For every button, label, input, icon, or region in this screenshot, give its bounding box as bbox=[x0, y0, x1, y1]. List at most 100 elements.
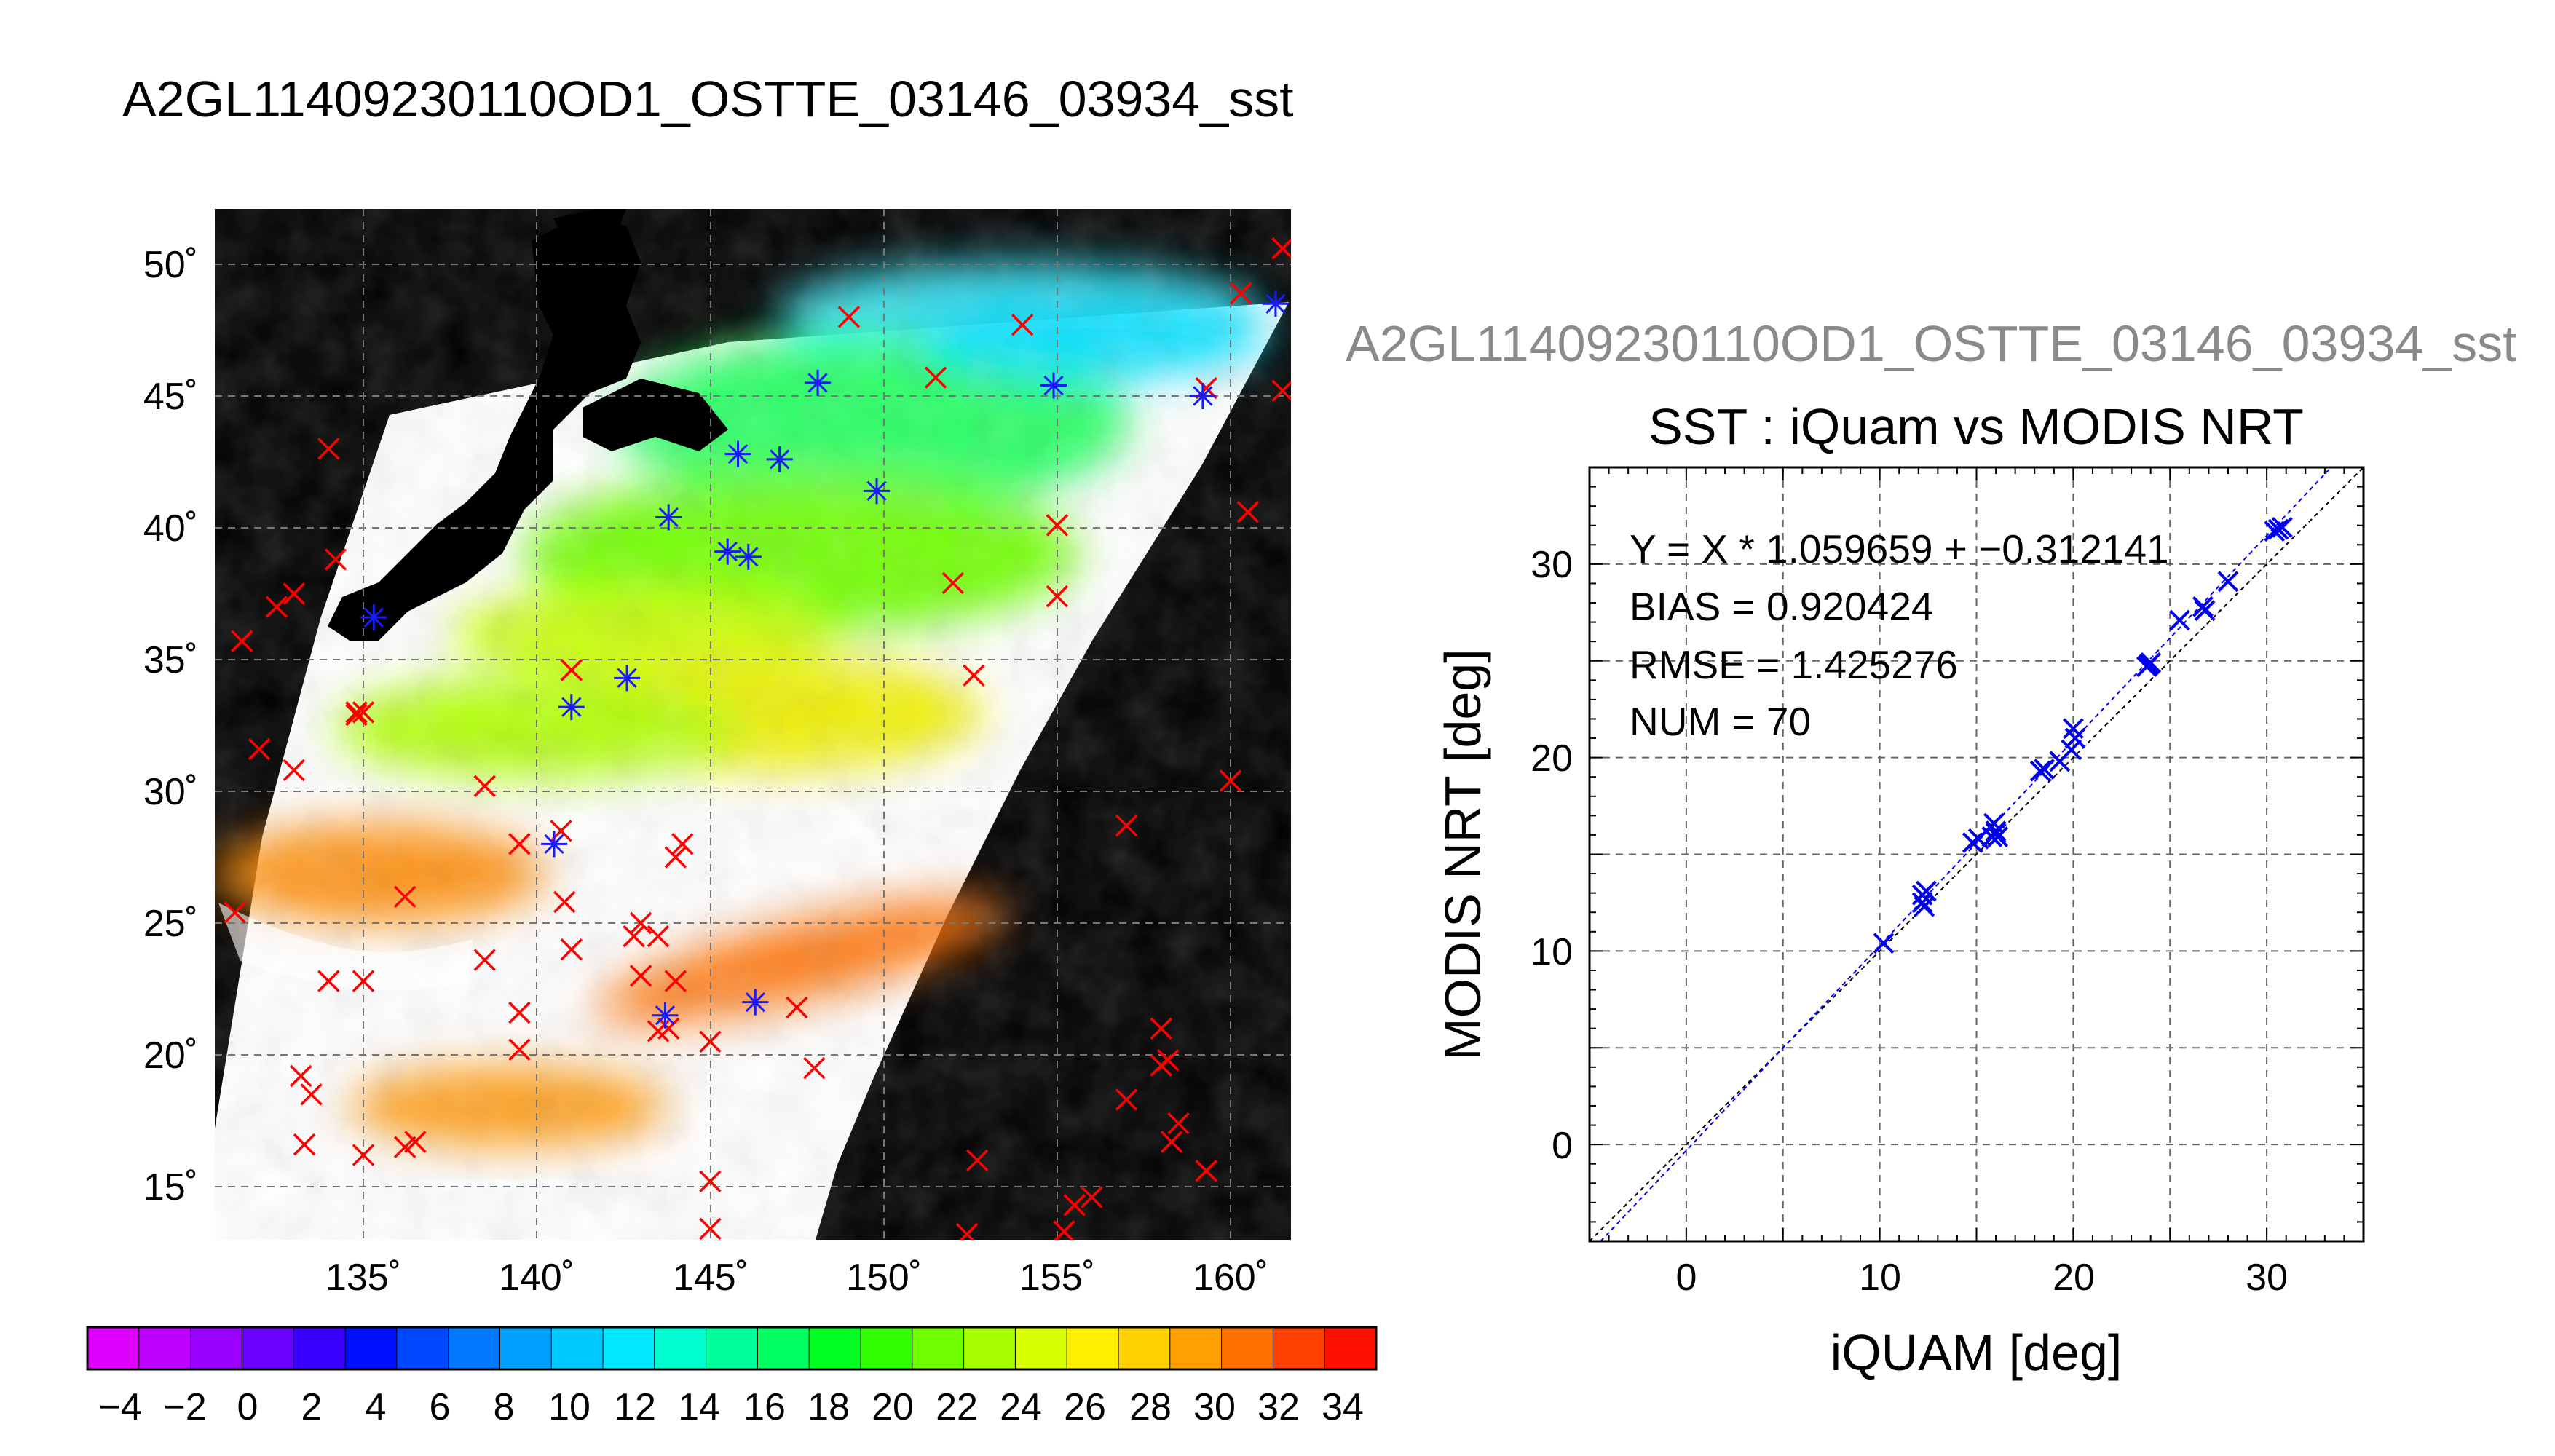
regression-line bbox=[1599, 467, 2332, 1241]
map-matchup-red-x bbox=[393, 885, 416, 909]
scatter-frame bbox=[1588, 466, 2365, 1243]
map-matchup-blue-star bbox=[766, 446, 793, 472]
map-matchup-red-x bbox=[837, 306, 861, 328]
colorbar-cell bbox=[861, 1327, 913, 1369]
scatter-point bbox=[2192, 596, 2214, 617]
map-matchup-blue-star bbox=[558, 694, 585, 721]
map-matchup-red-x bbox=[1046, 514, 1069, 537]
lat-label: 15˚ bbox=[143, 1166, 198, 1208]
colorbar-cell bbox=[603, 1327, 655, 1369]
map-matchup-red-x bbox=[265, 596, 288, 618]
lon-label: 150˚ bbox=[846, 1257, 922, 1299]
map-matchup-blue-star bbox=[360, 604, 387, 631]
colorbar-cell bbox=[396, 1327, 449, 1369]
map-matchup-red-x bbox=[352, 701, 375, 724]
map-matchup-red-x bbox=[508, 1038, 531, 1061]
colorbar-label: 30 bbox=[1193, 1386, 1236, 1428]
map-matchup-red-x bbox=[352, 970, 375, 992]
colorbar-cell bbox=[963, 1327, 1016, 1369]
x-tick-label: 30 bbox=[2246, 1257, 2288, 1299]
map-matchup-blue-star bbox=[1189, 383, 1216, 409]
map-matchup-red-x bbox=[553, 890, 576, 914]
map-matchup-blue-star bbox=[805, 369, 832, 396]
map-matchup-red-x bbox=[1230, 282, 1252, 305]
scatter-title: SST : iQuam vs MODIS NRT bbox=[1648, 398, 2304, 455]
colorbar-cell bbox=[654, 1327, 707, 1369]
map-matchup-red-x bbox=[664, 846, 687, 869]
colorbar-label: 26 bbox=[1064, 1386, 1106, 1428]
scatter-point bbox=[1985, 822, 2007, 844]
map-matchup-red-x bbox=[1081, 1186, 1103, 1208]
colorbar-label: 32 bbox=[1257, 1386, 1300, 1428]
map-matchup-red-x bbox=[1271, 379, 1291, 402]
swath bbox=[215, 209, 1291, 1240]
colorbar-label: 22 bbox=[936, 1386, 978, 1428]
colorbar-cell bbox=[1118, 1327, 1171, 1369]
colorbar-cell bbox=[448, 1327, 500, 1369]
map-matchup-red-x bbox=[300, 1083, 323, 1106]
colorbar-label: 14 bbox=[678, 1386, 720, 1428]
map-matchup-red-x bbox=[560, 938, 583, 961]
colorbar-cell bbox=[912, 1327, 965, 1369]
map-matchup-red-x bbox=[1236, 501, 1260, 523]
map-matchup-red-x bbox=[560, 659, 583, 681]
map-matchup-red-x bbox=[1046, 585, 1069, 608]
colorbar-cell bbox=[1221, 1327, 1273, 1369]
map-matchup-red-x bbox=[786, 996, 808, 1019]
map-matchup-red-x bbox=[1150, 1017, 1172, 1040]
bias-stat: BIAS = 0.920424 bbox=[1630, 584, 1933, 629]
colorbar-cell bbox=[757, 1327, 810, 1369]
map-matchup-red-x bbox=[699, 1217, 722, 1240]
y-tick-label: 30 bbox=[1531, 544, 1573, 586]
lat-label: 40˚ bbox=[143, 507, 198, 550]
x-axis-label: iQUAM [deg] bbox=[1831, 1324, 2122, 1381]
y-tick-label: 0 bbox=[1552, 1125, 1573, 1167]
map-matchup-red-x bbox=[629, 965, 652, 987]
colorbar-label: −2 bbox=[163, 1386, 206, 1428]
map-lat-labels: 15˚ 20˚ 25˚ 30˚ 35˚ 40˚ 45˚ 50˚ bbox=[143, 244, 198, 1208]
map-matchup-red-x bbox=[224, 901, 246, 924]
map-matchup-red-x bbox=[1219, 769, 1242, 792]
colorbar-label: 0 bbox=[237, 1386, 258, 1428]
scatter-point bbox=[1873, 933, 1895, 954]
scatter-lines bbox=[1590, 467, 2364, 1241]
colorbar-cell bbox=[190, 1327, 242, 1369]
page-title: A2GL11409230110OD1_OSTTE_03146_03934_sst bbox=[122, 71, 1294, 127]
lat-label: 35˚ bbox=[143, 639, 198, 681]
map-matchup-red-x bbox=[1167, 1112, 1190, 1135]
map-matchup-blue-star bbox=[614, 665, 641, 692]
y-tick-label: 10 bbox=[1531, 931, 1573, 973]
map-matchup-red-x bbox=[623, 925, 645, 948]
map-matchup-red-x bbox=[393, 1136, 416, 1158]
colorbar-label: 8 bbox=[494, 1386, 515, 1428]
scatter-stats: Y = X * 1.059659 + −0.312141 BIAS = 0.92… bbox=[1630, 526, 2169, 744]
x-tick-label: 0 bbox=[1676, 1257, 1697, 1299]
map-matchup-blue-star bbox=[652, 1002, 679, 1029]
map-matchup-blue-star bbox=[735, 543, 762, 570]
scatter-point bbox=[1914, 895, 1935, 917]
colorbar-label: 18 bbox=[807, 1386, 850, 1428]
map-matchup-red-x bbox=[1271, 237, 1291, 260]
num-stat: NUM = 70 bbox=[1630, 699, 1811, 744]
lon-label: 135˚ bbox=[325, 1257, 401, 1299]
lat-label: 45˚ bbox=[143, 376, 198, 418]
colorbar-label: 24 bbox=[1000, 1386, 1042, 1428]
lon-label: 155˚ bbox=[1019, 1257, 1095, 1299]
map-lon-labels: 135˚ 140˚ 145˚ 150˚ 155˚ 160˚ bbox=[325, 1257, 1268, 1299]
colorbar-label: 2 bbox=[301, 1386, 323, 1428]
map-matchup-red-x bbox=[248, 737, 271, 761]
scatter-top-title: A2GL11409230110OD1_OSTTE_03146_03934_sst bbox=[1346, 315, 2517, 372]
map-matchup-red-x bbox=[1063, 1194, 1086, 1216]
lat-label: 25˚ bbox=[143, 903, 198, 945]
colorbar-label: 34 bbox=[1322, 1386, 1364, 1428]
colorbar-labels: −4 −2 0 2 4 6 8 10 12 14 16 18 20 22 24 … bbox=[98, 1386, 1364, 1428]
lat-label: 50˚ bbox=[143, 244, 198, 286]
scatter-point bbox=[2061, 739, 2082, 761]
map-matchup-red-x bbox=[324, 548, 347, 571]
scatter-point bbox=[2034, 759, 2055, 780]
scatter-point bbox=[2138, 654, 2160, 676]
colorbar-cell bbox=[1169, 1327, 1223, 1369]
scatter-point bbox=[2217, 571, 2239, 593]
map-matchup-red-x bbox=[1307, 251, 1327, 272]
